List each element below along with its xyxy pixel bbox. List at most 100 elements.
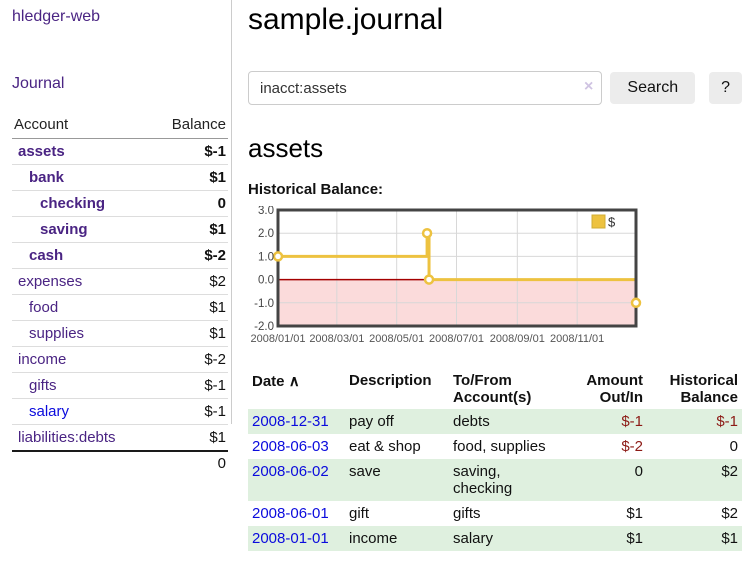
account-row: expenses $2 (12, 268, 228, 295)
accounts-total-row: 0 (12, 450, 228, 476)
account-balance: $2 (151, 268, 228, 295)
x-tick-label: 2008/11/01 (550, 333, 604, 345)
accounts-header-balance: Balance (151, 113, 228, 139)
x-tick-label: 2008/09/01 (490, 333, 545, 345)
y-tick-label: 2.0 (258, 228, 274, 240)
register-date: 2008-01-01 (248, 526, 345, 551)
register-amount: $1 (626, 505, 643, 522)
sort-asc-icon: ∧ (288, 373, 300, 390)
data-point-marker (421, 227, 433, 239)
sidebar: hledger-web Journal Account Balance asse… (0, 0, 228, 476)
register-accounts: debts (453, 413, 490, 430)
account-balance: $-1 (204, 143, 226, 160)
register-header-row: Date ∧ Description To/From Account(s) Am… (248, 369, 742, 409)
sidebar-divider (231, 0, 232, 424)
register-header-date[interactable]: Date ∧ (252, 373, 300, 390)
account-link[interactable]: saving (40, 221, 88, 238)
transaction-date-link[interactable]: 2008-01-01 (252, 530, 329, 547)
account-balance: $-2 (151, 242, 228, 269)
transaction-date-link[interactable]: 2008-06-01 (252, 505, 329, 522)
register-balance: $-1 (716, 413, 738, 430)
register-row: 2008-12-31 pay off debts $-1 $-1 (248, 409, 742, 434)
account-row: income $-2 (12, 346, 228, 373)
register-date: 2008-06-02 (248, 459, 345, 501)
main-content: sample.journal × Search ? assets Histori… (248, 0, 742, 551)
register-amount: 0 (634, 463, 643, 480)
chart-label: Historical Balance: (248, 181, 384, 198)
register-table: Date ∧ Description To/From Account(s) Am… (248, 369, 742, 551)
account-link[interactable]: salary (29, 403, 70, 420)
data-point-marker (630, 297, 642, 309)
register-description: income (349, 530, 398, 547)
account-link[interactable]: food (29, 299, 59, 316)
register-description: pay off (349, 413, 394, 430)
plot-border (276, 208, 638, 328)
legend-swatch (591, 214, 606, 229)
accounts-table: Account Balance assets $-1 bank $1 checking 0… (12, 113, 228, 476)
sidebar-item-journal[interactable]: Journal (12, 75, 65, 92)
transaction-date-link[interactable]: 2008-06-03 (252, 438, 329, 455)
register-header-description: Description (349, 372, 432, 389)
account-row: salary $-1 (12, 398, 228, 425)
register-accounts: saving, checking (453, 463, 513, 497)
register-header-balance: Historical Balance (669, 372, 738, 406)
register-description: gift (349, 505, 370, 522)
transaction-date-link[interactable]: 2008-12-31 (252, 413, 329, 430)
account-row: bank $1 (12, 164, 228, 191)
account-link[interactable]: cash (29, 247, 64, 264)
register-balance: $2 (721, 505, 738, 522)
account-link[interactable]: checking (40, 195, 106, 212)
y-tick-label: -2.0 (254, 321, 274, 333)
register-accounts: salary (453, 530, 494, 547)
account-balance: $1 (151, 216, 228, 243)
clear-search-icon[interactable]: × (584, 78, 594, 95)
legend-label: $ (608, 215, 616, 230)
account-balance: 0 (151, 190, 228, 217)
register-header-accounts: To/From Account(s) (453, 372, 532, 406)
register-description: eat & shop (349, 438, 421, 455)
account-link[interactable]: supplies (29, 325, 85, 342)
account-link[interactable]: liabilities:debts (18, 429, 116, 446)
account-link[interactable]: income (18, 351, 67, 368)
y-tick-label: 0.0 (258, 275, 274, 287)
register-date: 2008-12-31 (248, 409, 345, 434)
x-tick-label: 2008/05/01 (369, 333, 424, 345)
account-row: supplies $1 (12, 320, 228, 347)
accounts-total-spacer (12, 450, 152, 476)
account-row: saving $1 (12, 216, 228, 243)
account-link[interactable]: assets (18, 143, 65, 160)
register-balance: $1 (721, 530, 738, 547)
app-title-link[interactable]: hledger-web (12, 8, 101, 25)
register-amount: $1 (626, 530, 643, 547)
account-balance: $1 (151, 164, 228, 191)
x-tick-label: 2008/01/01 (250, 333, 305, 345)
register-balance: 0 (729, 438, 738, 455)
page-title: sample.journal (248, 3, 444, 36)
account-row: food $1 (12, 294, 228, 321)
account-link[interactable]: gifts (29, 377, 57, 394)
register-header-amount: Amount Out/In (586, 372, 643, 406)
account-balance: $-2 (151, 346, 228, 373)
account-row: liabilities:debts $1 (12, 424, 228, 451)
search-input[interactable] (248, 71, 603, 105)
x-tick-label: 2008/03/01 (309, 333, 364, 345)
register-amount: $-1 (621, 413, 643, 430)
register-accounts: food, supplies (453, 438, 546, 455)
y-tick-label: 1.0 (258, 251, 274, 263)
register-date: 2008-06-03 (248, 434, 345, 459)
register-balance: $2 (721, 463, 738, 480)
help-button[interactable]: ? (709, 72, 742, 104)
account-balance: $-1 (151, 398, 228, 425)
account-row: gifts $-1 (12, 372, 228, 399)
register-row: 2008-01-01 income salary $1 $1 (248, 526, 742, 551)
account-link[interactable]: expenses (18, 273, 83, 290)
account-link[interactable]: bank (29, 169, 65, 186)
accounts-header-account: Account (12, 113, 152, 139)
search-button[interactable]: Search (610, 72, 696, 104)
data-point-marker (272, 251, 284, 262)
account-row: checking 0 (12, 190, 228, 217)
accounts-total-value: 0 (151, 450, 228, 476)
register-row: 2008-06-02 save saving, checking 0 $2 (248, 459, 742, 501)
transaction-date-link[interactable]: 2008-06-02 (252, 463, 329, 480)
